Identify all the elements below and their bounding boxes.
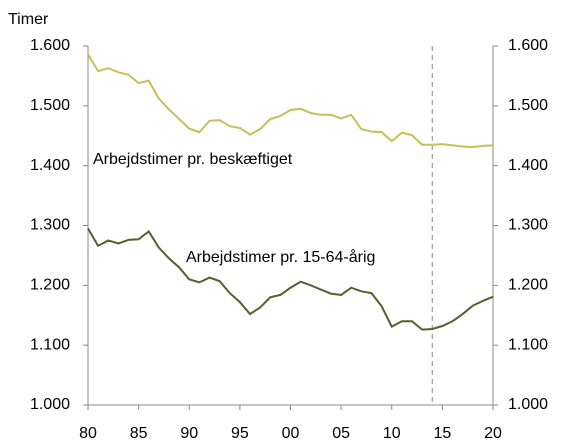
y-tick-label: 1.300 xyxy=(30,217,70,234)
y2-tick-label: 1.200 xyxy=(508,277,548,294)
series-line xyxy=(87,53,494,149)
y2-tick-label: 1.500 xyxy=(508,97,548,114)
x-tick-label: 00 xyxy=(282,425,300,442)
x-tick-label: 95 xyxy=(231,425,249,442)
y2-tick-label: 1.300 xyxy=(508,217,548,234)
series-line xyxy=(87,227,494,331)
x-tick-label: 80 xyxy=(79,425,97,442)
x-tick-label: 90 xyxy=(180,425,198,442)
x-tick-label: 15 xyxy=(433,425,451,442)
y2-tick-label: 1.600 xyxy=(508,37,548,54)
y-tick-label: 1.000 xyxy=(30,396,70,413)
y2-tick-label: 1.000 xyxy=(508,396,548,413)
y-tick-label: 1.600 xyxy=(30,37,70,54)
x-tick-label: 10 xyxy=(383,425,401,442)
x-tick-label: 85 xyxy=(130,425,148,442)
y-tick-label: 1.100 xyxy=(30,336,70,353)
annotation: Arbejdstimer pr. beskæftiget xyxy=(93,151,293,168)
annotation: Arbejdstimer pr. 15-64-årig xyxy=(186,248,375,266)
y-tick-label: 1.400 xyxy=(30,157,70,174)
y-tick-label: 1.200 xyxy=(30,277,70,294)
x-tick-label: 20 xyxy=(484,425,502,442)
y2-tick-label: 1.400 xyxy=(508,157,548,174)
x-tick-label: 05 xyxy=(332,425,350,442)
y-axis-label: Timer xyxy=(8,11,49,28)
y2-tick-label: 1.100 xyxy=(508,336,548,353)
y-tick-label: 1.500 xyxy=(30,97,70,114)
